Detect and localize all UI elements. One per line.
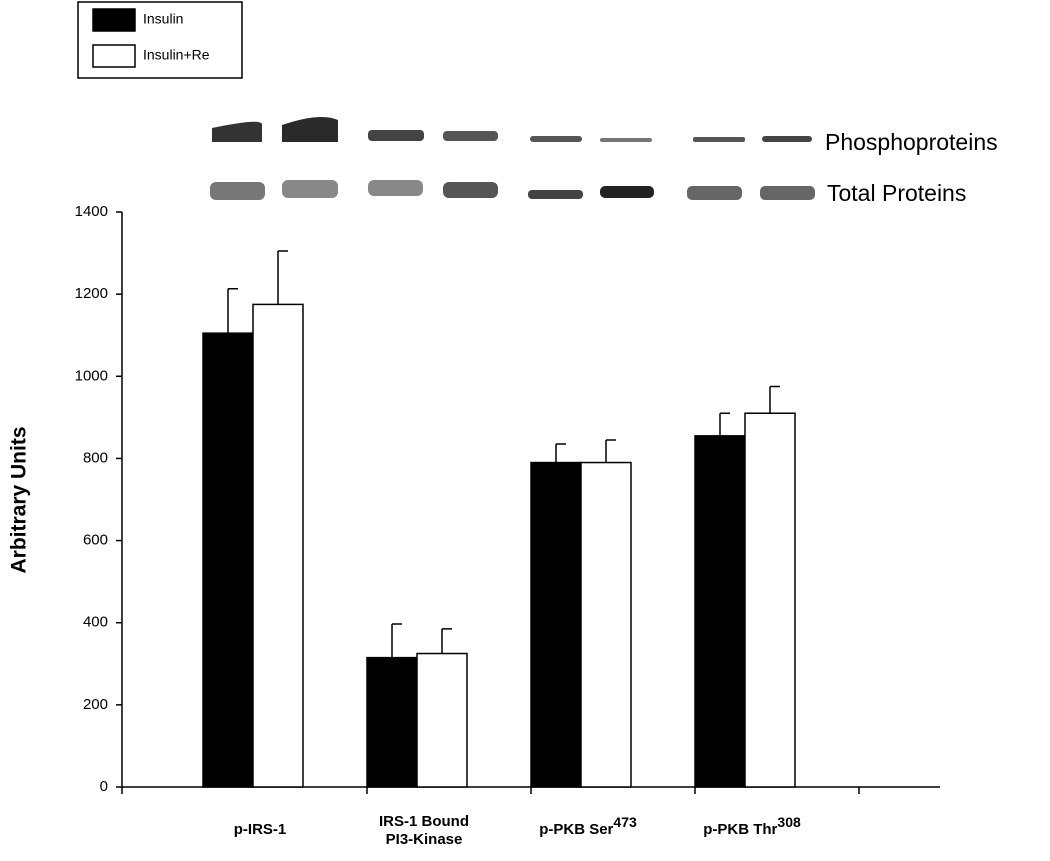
- error-bar: [277, 250, 288, 305]
- error-bar: [555, 443, 566, 463]
- legend-label: Insulin: [143, 11, 183, 27]
- superscript: 473: [613, 814, 637, 830]
- x-tick-label: p-PKB Thr308: [703, 814, 801, 838]
- bar: [580, 461, 632, 788]
- y-tick-label: 200: [83, 696, 108, 713]
- bar: [744, 412, 796, 788]
- x-tick-label: p-PKB Ser473: [539, 814, 637, 838]
- blots: [210, 116, 815, 200]
- legend-swatch: [92, 44, 136, 68]
- x-tick-label: p-IRS-1: [234, 821, 287, 838]
- y-tick-label: 1400: [75, 203, 108, 220]
- legend-swatch: [92, 8, 136, 32]
- annotation: Total Proteins: [827, 180, 966, 206]
- y-tick-label: 0: [100, 778, 108, 795]
- error-bar: [719, 412, 730, 436]
- legend-label: Insulin+Re: [143, 47, 210, 63]
- error-bar: [441, 628, 452, 654]
- error-bar: [769, 385, 780, 414]
- y-tick-label: 1000: [75, 367, 108, 384]
- error-bar: [605, 439, 616, 463]
- bar: [694, 435, 746, 788]
- error-bar: [391, 623, 402, 658]
- bar: [366, 656, 418, 788]
- bar: [252, 303, 304, 788]
- y-tick-label: 1200: [75, 285, 108, 302]
- y-tick-label: 400: [83, 614, 108, 631]
- bar: [416, 652, 468, 788]
- superscript: 308: [777, 814, 801, 830]
- error-bar: [227, 288, 238, 334]
- x-tick-label: IRS-1 Bound PI3-Kinase: [379, 813, 469, 848]
- bar: [202, 332, 254, 788]
- y-tick-label: 800: [83, 449, 108, 466]
- y-axis-title: Arbitrary Units: [8, 426, 31, 573]
- y-tick-label: 600: [83, 532, 108, 549]
- bar: [530, 461, 582, 788]
- annotation: Phosphoproteins: [825, 129, 998, 155]
